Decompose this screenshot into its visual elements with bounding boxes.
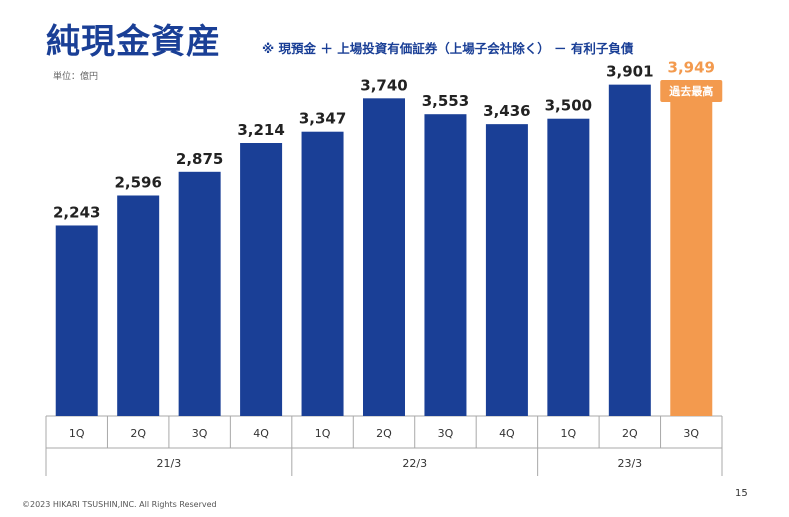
bar-value-label: 3,214 (237, 121, 284, 139)
bar-value-label: 3,553 (422, 92, 469, 110)
bar (547, 118, 590, 417)
bar (424, 114, 467, 416)
bar (670, 80, 713, 416)
category-label: 3Q (192, 427, 208, 440)
bar-value-label: 3,949 (668, 59, 715, 77)
category-label: 3Q (683, 427, 699, 440)
bar-value-label: 3,347 (299, 110, 346, 128)
category-label: 1Q (561, 427, 577, 440)
bar (178, 171, 221, 416)
bar-value-label: 3,500 (545, 97, 592, 115)
category-label: 2Q (622, 427, 638, 440)
category-label: 2Q (376, 427, 392, 440)
bar (301, 131, 344, 416)
bar (240, 142, 283, 416)
category-label: 1Q (69, 427, 85, 440)
bar-value-label: 3,901 (606, 63, 653, 81)
category-label: 4Q (499, 427, 515, 440)
bar (608, 84, 651, 416)
chart-subtitle: ※ 現預金 ＋ 上場投資有価証券（上場子会社除く） － 有利子負債 (262, 41, 634, 56)
copyright: ©2023 HIKARI TSUSHIN,INC. All Rights Res… (22, 500, 217, 509)
bar-value-label: 3,740 (360, 76, 407, 94)
bar-value-label: 2,875 (176, 150, 223, 168)
record-high-badge (660, 80, 723, 102)
bar-value-label: 3,436 (483, 102, 530, 120)
group-label: 23/3 (617, 457, 642, 470)
group-label: 22/3 (402, 457, 427, 470)
page-number: 15 (735, 488, 748, 499)
group-label: 21/3 (157, 457, 182, 470)
record-high-badge-label: 過去最高 (668, 84, 713, 98)
category-label: 1Q (315, 427, 331, 440)
bar (117, 195, 160, 416)
unit-label: 単位：億円 (53, 72, 99, 82)
page-title: 純現金資産 (46, 22, 221, 62)
bar (55, 225, 98, 416)
bar (485, 124, 528, 416)
category-label: 4Q (253, 427, 269, 440)
bar (363, 98, 405, 416)
bar-value-label: 2,596 (114, 173, 161, 191)
category-label: 2Q (130, 427, 146, 440)
bar-value-label: 2,243 (53, 203, 100, 221)
category-label: 3Q (438, 427, 454, 440)
